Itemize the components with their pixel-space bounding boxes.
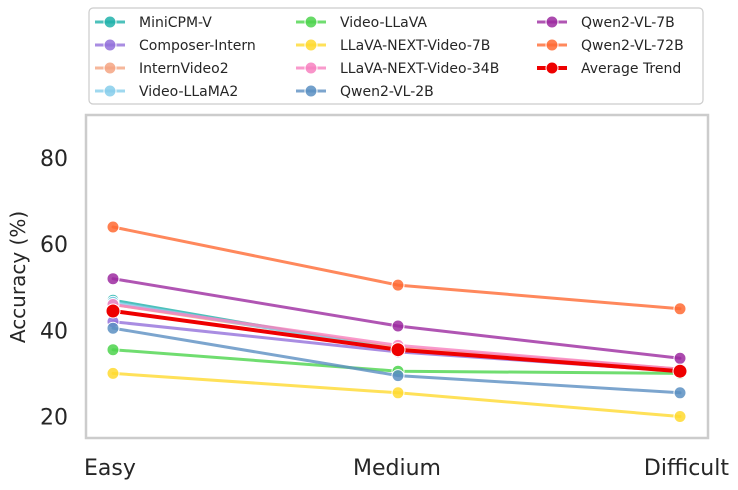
legend-swatch-marker	[304, 84, 318, 98]
legend-item-video-llava: Video-LLaVA	[296, 15, 427, 31]
legend-label: Qwen2-VL-2B	[340, 84, 434, 100]
legend-item-qwen2-vl-2b: Qwen2-VL-2B	[296, 84, 434, 100]
data-point-average-trend	[672, 363, 688, 379]
data-point-qwen2-vl-72b	[391, 278, 405, 292]
legend-item-qwen2-vl-7b: Qwen2-VL-7B	[537, 15, 675, 31]
legend-swatch-marker	[103, 61, 117, 75]
x-axis-ticks: Easy Medium Difficult	[84, 456, 729, 481]
x-tick-label-easy: Easy	[84, 456, 136, 481]
legend-item-internvideo2: InternVideo2	[95, 61, 229, 77]
legend-label: Video-LLaVA	[340, 15, 427, 31]
legend-swatch-marker	[103, 15, 117, 29]
y-tick-label: 40	[40, 319, 68, 344]
data-point-qwen2-vl-7b	[391, 319, 405, 333]
legend-label: Average Trend	[581, 61, 681, 77]
data-point-qwen2-vl-2b	[106, 321, 120, 335]
legend: MiniCPM-V Composer-Intern InternVideo2 Vide…	[95, 15, 684, 100]
legend-frame	[88, 7, 704, 105]
legend-item-average-trend: Average Trend	[537, 61, 681, 77]
y-tick-label: 80	[40, 147, 68, 172]
legend-swatch-marker	[545, 38, 559, 52]
legend-item-composer-intern: Composer-Intern	[95, 38, 256, 54]
series-layer	[105, 220, 688, 423]
legend-item-minicpm-v: MiniCPM-V	[95, 15, 212, 31]
y-tick-label: 60	[40, 233, 68, 258]
data-point-qwen2-vl-2b	[673, 386, 687, 400]
data-point-qwen2-vl-2b	[391, 369, 405, 383]
series-llava-next-video-7b	[106, 366, 687, 423]
series-qwen2-vl-7b	[106, 272, 687, 365]
data-point-llava-next-video-7b	[673, 410, 687, 423]
legend-label: Qwen2-VL-7B	[581, 15, 675, 31]
legend-swatch-marker	[304, 38, 318, 52]
data-point-llava-next-video-7b	[106, 366, 120, 380]
data-point-qwen2-vl-72b	[106, 220, 120, 234]
series-qwen2-vl-72b	[106, 220, 687, 316]
legend-swatch-marker	[545, 15, 559, 29]
legend-item-qwen2-vl-72b: Qwen2-VL-72B	[537, 38, 684, 54]
data-point-video-llava	[106, 343, 120, 357]
y-axis-label: Accuracy (%)	[6, 211, 30, 343]
series-qwen2-vl-2b	[106, 321, 687, 400]
legend-label: LLaVA-NEXT-Video-7B	[340, 38, 490, 54]
legend-label: Qwen2-VL-72B	[581, 38, 684, 54]
legend-label: LLaVA-NEXT-Video-34B	[340, 61, 499, 77]
legend-label: InternVideo2	[139, 61, 229, 77]
x-tick-label-medium: Medium	[353, 456, 441, 481]
legend-label: Video-LLaMA2	[139, 84, 238, 100]
y-axis-ticks: 20 40 60 80	[40, 147, 68, 430]
legend-swatch-marker	[304, 15, 318, 29]
series-average-trend	[105, 303, 688, 379]
legend-label: Composer-Intern	[139, 38, 256, 54]
legend-item-llava-next-video-7b: LLaVA-NEXT-Video-7B	[296, 38, 490, 54]
legend-swatch-marker	[103, 84, 117, 98]
plot-area-frame	[84, 113, 710, 440]
legend-item-llava-next-video-34b: LLaVA-NEXT-Video-34B	[296, 61, 499, 77]
data-point-llava-next-video-7b	[391, 386, 405, 400]
data-point-average-trend	[390, 342, 406, 358]
data-point-average-trend	[105, 303, 121, 319]
data-point-qwen2-vl-7b	[673, 351, 687, 365]
legend-swatch-marker	[545, 61, 559, 75]
data-point-qwen2-vl-72b	[673, 302, 687, 316]
legend-label: MiniCPM-V	[139, 15, 212, 31]
y-tick-label: 20	[40, 405, 68, 430]
data-point-qwen2-vl-7b	[106, 272, 120, 286]
x-tick-label-difficult: Difficult	[644, 456, 729, 481]
legend-item-video-llama2: Video-LLaMA2	[95, 84, 238, 100]
legend-swatch-marker	[103, 38, 117, 52]
legend-swatch-marker	[304, 61, 318, 75]
